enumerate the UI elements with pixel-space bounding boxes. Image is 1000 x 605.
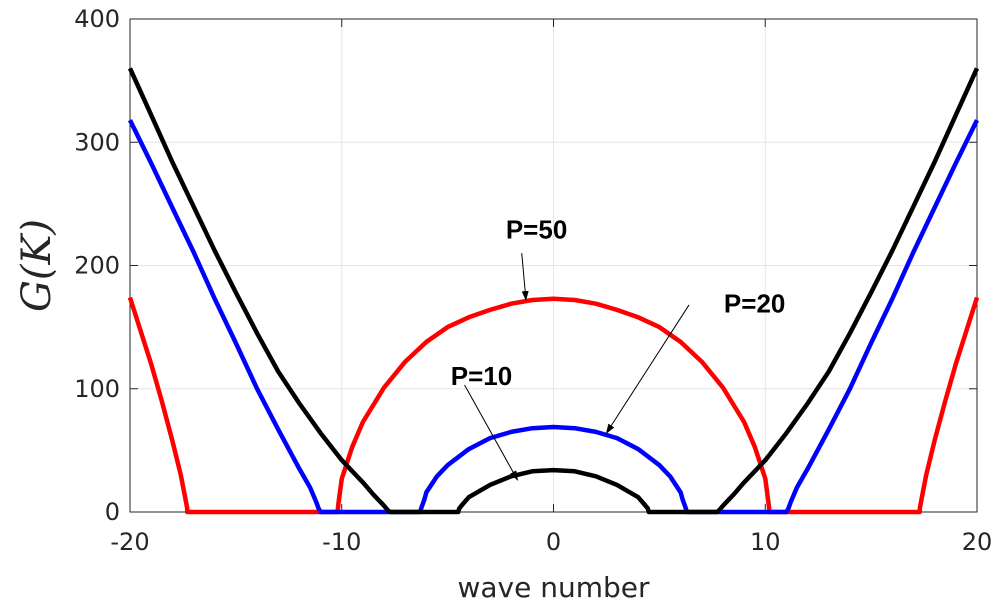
y-tick-label: 200 (74, 252, 120, 280)
x-tick-label: -10 (322, 528, 361, 556)
annotations: P=50 P=20 P=10 (451, 214, 785, 481)
annotation-arrow (521, 253, 529, 302)
series (127, 67, 980, 515)
x-axis-label: wave number (457, 571, 650, 604)
y-tick-label: 300 (74, 128, 120, 156)
y-tick-label: 400 (74, 5, 120, 33)
x-tick-label: -20 (110, 528, 149, 556)
series-line-p-50 (127, 296, 980, 515)
annotation-arrow (605, 304, 690, 434)
annotation-label: P=20 (724, 288, 785, 318)
y-tick-label: 0 (105, 498, 120, 526)
series-line-p-20 (127, 119, 980, 515)
x-tick-label: 20 (962, 528, 993, 556)
x-tick-label: 0 (546, 528, 561, 556)
grid (129, 18, 978, 513)
series-line-p-10 (127, 67, 980, 515)
annotation-arrow (464, 384, 518, 481)
annotation-label: P=10 (451, 361, 512, 391)
annotation-label: P=50 (506, 214, 567, 244)
y-tick-label: 100 (74, 375, 120, 403)
x-tick-label: 10 (750, 528, 781, 556)
y-axis-label: G(K) (14, 219, 60, 312)
